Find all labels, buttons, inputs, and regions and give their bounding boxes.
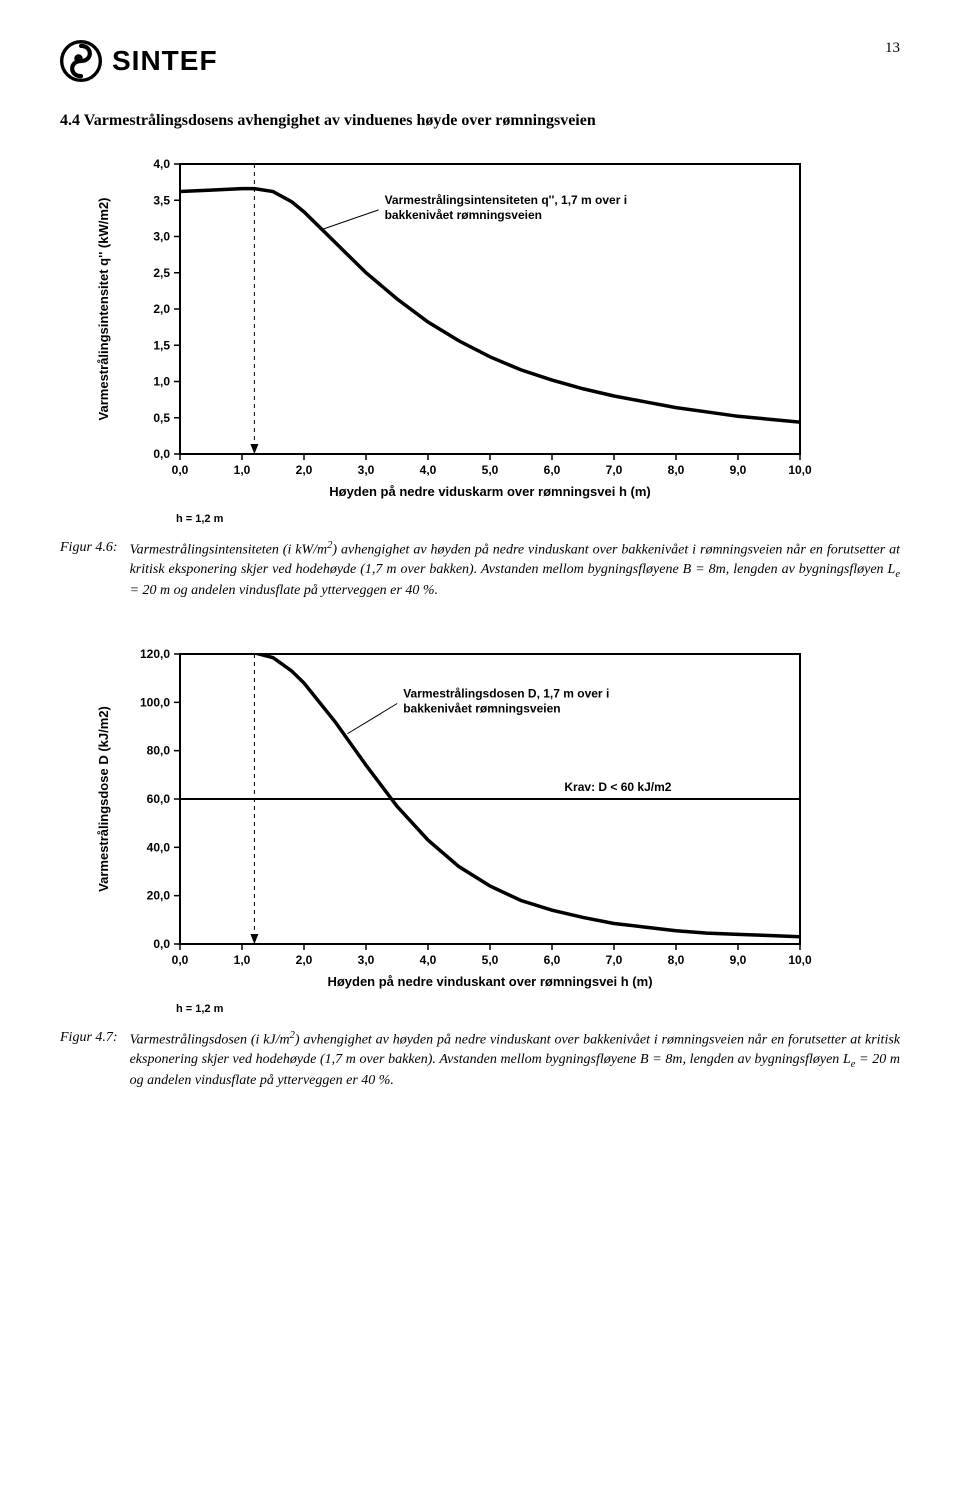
logo: SINTEF: [60, 40, 218, 82]
chart1-h-note: h = 1,2 m: [176, 513, 900, 525]
svg-text:7,0: 7,0: [606, 463, 623, 477]
svg-text:0,0: 0,0: [172, 953, 189, 967]
figure-text: Varmestrålingsdosen (i kJ/m2) avhengighe…: [130, 1029, 900, 1090]
svg-text:2,0: 2,0: [153, 302, 170, 316]
svg-text:4,0: 4,0: [153, 157, 170, 171]
svg-text:Høyden på nedre viduskarm over: Høyden på nedre viduskarm over rømningsv…: [329, 484, 650, 499]
svg-text:bakkenivået rømningsveien: bakkenivået rømningsveien: [403, 702, 560, 716]
figure-4-6-caption: Figur 4.6: Varmestrålingsintensiteten (i…: [60, 539, 900, 600]
svg-text:8,0: 8,0: [668, 463, 685, 477]
svg-text:4,0: 4,0: [420, 463, 437, 477]
svg-text:bakkenivået rømningsveien: bakkenivået rømningsveien: [385, 208, 542, 222]
figure-4-7-caption: Figur 4.7: Varmestrålingsdosen (i kJ/m2)…: [60, 1029, 900, 1090]
svg-text:4,0: 4,0: [420, 953, 437, 967]
figure-label: Figur 4.6:: [60, 539, 118, 600]
chart-intensity-svg: 0,0 1,0 2,0 3,0 4,0 5,0 6,0 7,0 8,0 9,0 10,0 0,0 0,5…: [90, 144, 830, 504]
svg-text:Varmestrålingsdose D (kJ/m2): Varmestrålingsdose D (kJ/m2): [96, 707, 111, 893]
svg-text:6,0: 6,0: [544, 953, 561, 967]
chart2-h-note: h = 1,2 m: [176, 1003, 900, 1015]
svg-text:1,0: 1,0: [234, 953, 251, 967]
svg-text:3,0: 3,0: [358, 463, 375, 477]
svg-text:0,0: 0,0: [153, 447, 170, 461]
svg-text:80,0: 80,0: [147, 744, 171, 758]
sintef-logo-icon: [60, 40, 102, 82]
figure-label: Figur 4.7:: [60, 1029, 118, 1090]
svg-text:10,0: 10,0: [788, 463, 812, 477]
svg-text:2,5: 2,5: [153, 266, 170, 280]
svg-text:Krav: D < 60 kJ/m2: Krav: D < 60 kJ/m2: [564, 780, 671, 794]
svg-text:2,0: 2,0: [296, 953, 313, 967]
svg-text:1,0: 1,0: [234, 463, 251, 477]
svg-text:Varmestrålingsintensitet q'' (: Varmestrålingsintensitet q'' (kW/m2): [96, 198, 111, 421]
figure-text: Varmestrålingsintensiteten (i kW/m2) avh…: [130, 539, 900, 600]
chart-dose-svg: 0,0 1,0 2,0 3,0 4,0 5,0 6,0 7,0 8,0 9,0 10,0 0,0 20,…: [90, 634, 830, 994]
svg-text:2,0: 2,0: [296, 463, 313, 477]
svg-text:1,5: 1,5: [153, 338, 170, 352]
chart-intensity: 0,0 1,0 2,0 3,0 4,0 5,0 6,0 7,0 8,0 9,0 10,0 0,0 0,5…: [90, 144, 900, 509]
svg-text:100,0: 100,0: [140, 696, 170, 710]
svg-text:3,5: 3,5: [153, 193, 170, 207]
page-header: SINTEF 13: [60, 40, 900, 82]
svg-text:Varmestrålingsdosen D, 1,7 m o: Varmestrålingsdosen D, 1,7 m over i: [403, 687, 609, 701]
svg-text:1,0: 1,0: [153, 375, 170, 389]
svg-text:3,0: 3,0: [153, 230, 170, 244]
svg-text:Høyden på nedre vinduskant ove: Høyden på nedre vinduskant over rømnings…: [327, 974, 652, 989]
svg-text:5,0: 5,0: [482, 463, 499, 477]
svg-text:0,5: 0,5: [153, 411, 170, 425]
svg-text:10,0: 10,0: [788, 953, 812, 967]
svg-text:0,0: 0,0: [172, 463, 189, 477]
svg-text:6,0: 6,0: [544, 463, 561, 477]
chart-dose: 0,0 1,0 2,0 3,0 4,0 5,0 6,0 7,0 8,0 9,0 10,0 0,0 20,…: [90, 634, 900, 999]
svg-text:60,0: 60,0: [147, 792, 171, 806]
svg-text:9,0: 9,0: [730, 953, 747, 967]
svg-text:0,0: 0,0: [153, 937, 170, 951]
svg-text:40,0: 40,0: [147, 841, 171, 855]
svg-text:7,0: 7,0: [606, 953, 623, 967]
page-number: 13: [885, 40, 900, 57]
section-heading: 4.4 Varmestrålingsdosens avhengighet av …: [60, 112, 900, 130]
svg-text:Varmestrålingsintensiteten q'': Varmestrålingsintensiteten q'', 1,7 m ov…: [385, 193, 627, 207]
svg-text:5,0: 5,0: [482, 953, 499, 967]
svg-text:8,0: 8,0: [668, 953, 685, 967]
svg-text:120,0: 120,0: [140, 647, 170, 661]
logo-text: SINTEF: [112, 45, 218, 77]
svg-text:20,0: 20,0: [147, 889, 171, 903]
svg-text:3,0: 3,0: [358, 953, 375, 967]
svg-text:9,0: 9,0: [730, 463, 747, 477]
